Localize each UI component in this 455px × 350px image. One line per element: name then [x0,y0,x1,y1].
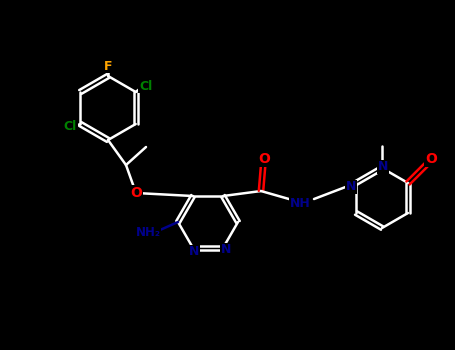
Text: Cl: Cl [64,119,77,133]
Text: O: O [425,152,437,166]
Text: N: N [346,181,356,194]
Text: Cl: Cl [139,79,152,92]
Text: O: O [258,152,270,166]
Text: N: N [189,245,199,259]
Text: N: N [221,244,231,257]
Text: N: N [378,161,388,174]
Text: F: F [104,60,112,72]
Text: NH: NH [290,196,310,210]
Text: O: O [130,186,142,200]
Text: NH₂: NH₂ [136,225,161,238]
